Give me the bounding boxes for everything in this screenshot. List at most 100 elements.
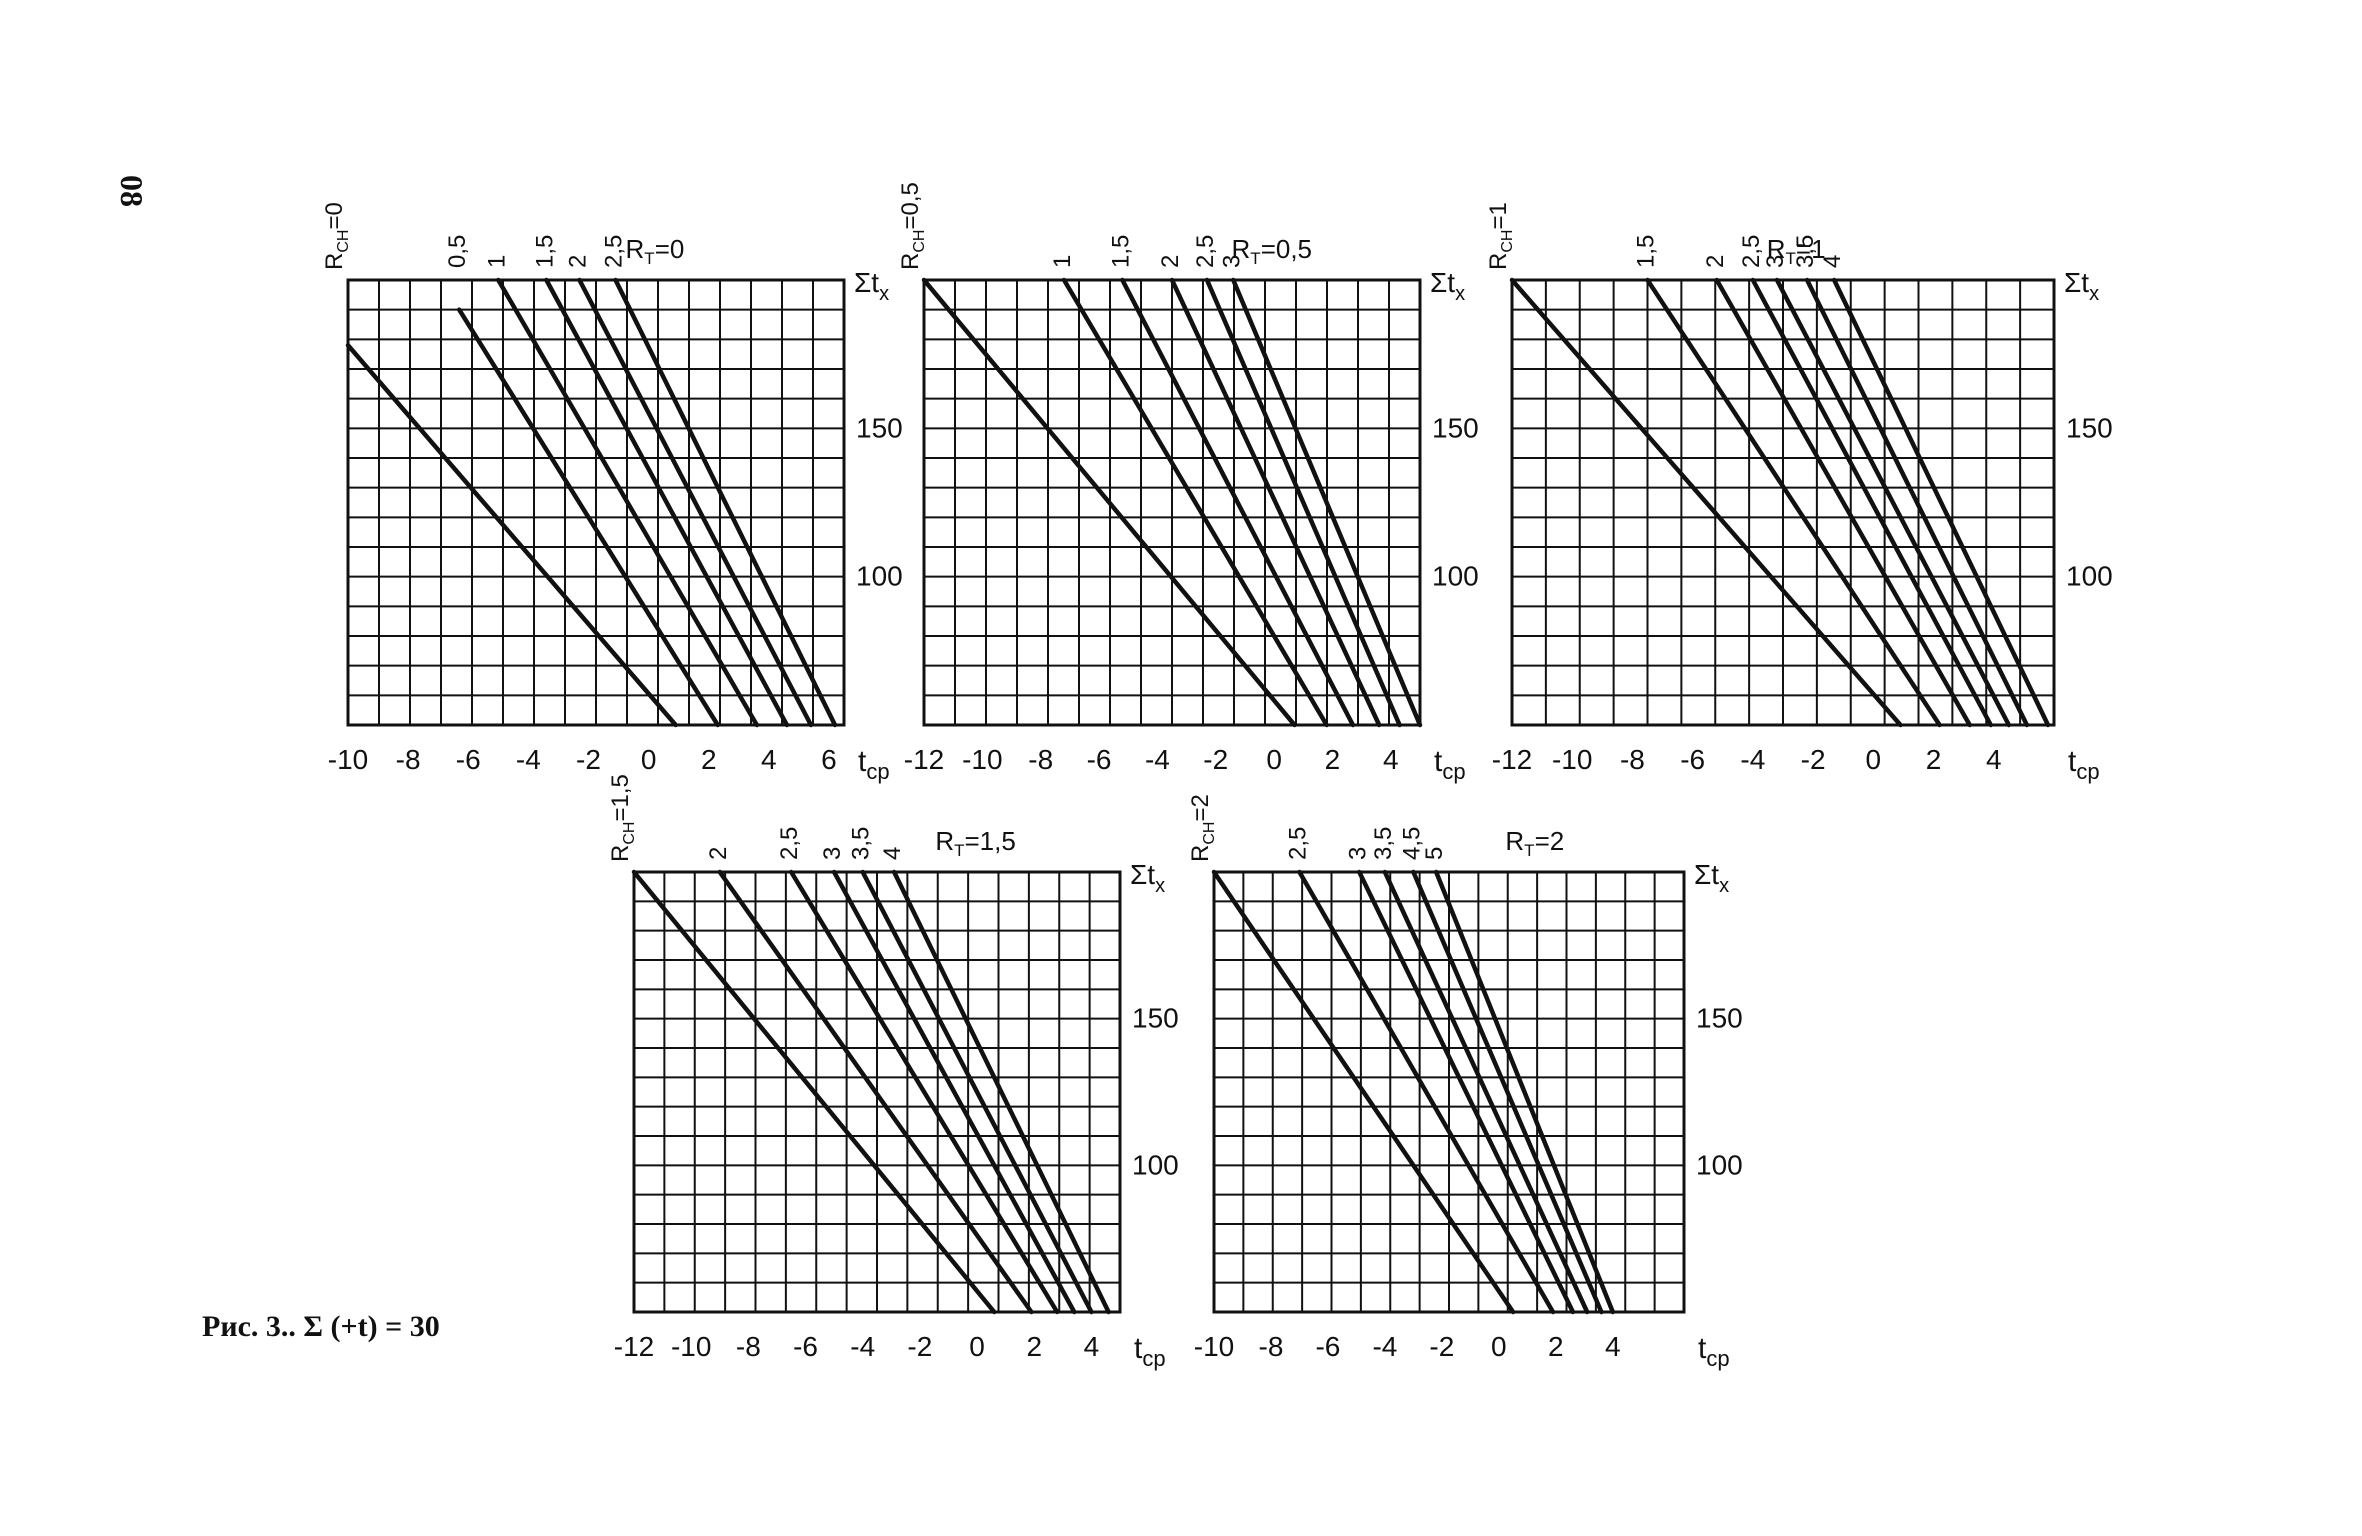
series-line [613, 277, 838, 728]
series-line [1411, 869, 1604, 1315]
series-line [496, 277, 760, 728]
series-line [1382, 869, 1590, 1315]
x-tick-label: 2 [1926, 744, 1942, 775]
series-line [1750, 277, 1994, 728]
rt-label: RT=1 [1767, 234, 1826, 268]
series-line [345, 343, 678, 728]
x-tick-label: 2 [1325, 744, 1341, 775]
series-label: 2,5 [601, 235, 628, 268]
series-line [456, 307, 720, 728]
series-line [1357, 869, 1576, 1315]
series-label: 2,5 [1192, 235, 1219, 268]
series-label: 2,5 [1738, 235, 1765, 268]
x-tick-label: -2 [576, 744, 601, 775]
y-axis-label: Σtx [854, 267, 889, 305]
series-label: 3,5 [1792, 235, 1819, 268]
x-tick-label: -2 [907, 1331, 932, 1362]
series-line [1509, 277, 1903, 728]
series-label: 1,5 [1107, 235, 1134, 268]
x-tick-label: -8 [396, 744, 421, 775]
series-line [1120, 277, 1356, 728]
y-tick-label: 100 [1696, 1149, 1743, 1180]
x-tick-label: -2 [1203, 744, 1228, 775]
series-label: RCH=2 [1187, 794, 1218, 862]
plot-frame [632, 870, 1122, 1314]
y-tick-label: 150 [1696, 1003, 1743, 1034]
x-axis-label: tср [2068, 745, 2100, 784]
series-label: RCH=1,5 [607, 774, 638, 862]
series-label: 3 [1218, 255, 1245, 268]
x-tick-label: 4 [761, 744, 777, 775]
chart-panel: RCH=1,5 2 2,5 3 3,5 4 RT=1,5 Σtx 150 100 -12 -10 -8 -… [607, 774, 1179, 1371]
series-line [1211, 869, 1516, 1315]
series-line [1433, 869, 1616, 1315]
x-axis-label: tср [1134, 1332, 1166, 1371]
x-tick-label: -2 [1429, 1331, 1454, 1362]
x-tick-label: -8 [1259, 1331, 1284, 1362]
y-tick-label: 100 [856, 561, 903, 592]
x-tick-label: 4 [1383, 744, 1399, 775]
series-label: RCH=1 [1485, 202, 1516, 270]
series-line [631, 869, 997, 1315]
x-tick-label: -12 [1492, 744, 1532, 775]
rt-label: RT=2 [1505, 826, 1564, 860]
x-tick-label: -6 [456, 744, 481, 775]
y-tick-label: 150 [1132, 1003, 1179, 1034]
series-label: 1 [483, 255, 510, 268]
series-line [1774, 277, 2012, 728]
series-label: 5 [1421, 847, 1448, 860]
y-axis-label: Σtx [1694, 859, 1729, 897]
rt-label: RT=1,5 [935, 826, 1016, 860]
x-tick-label: -6 [1087, 744, 1112, 775]
series-label: RCH=0,5 [897, 182, 928, 270]
series-label: 0,5 [444, 235, 471, 268]
x-tick-label: -6 [793, 1331, 818, 1362]
series-line [1714, 277, 1972, 728]
y-tick-label: 150 [2066, 412, 2113, 443]
series-label: 3 [1762, 255, 1789, 268]
series-label: 1,5 [1633, 235, 1660, 268]
series-line [1297, 869, 1556, 1315]
x-tick-label: -2 [1801, 744, 1826, 775]
x-tick-label: -6 [1680, 744, 1705, 775]
x-tick-label: 4 [1605, 1331, 1621, 1362]
x-tick-label: 2 [1548, 1331, 1564, 1362]
x-tick-label: 0 [1266, 744, 1282, 775]
y-axis-label: Σtx [2064, 267, 2099, 305]
x-tick-label: -10 [671, 1331, 711, 1362]
series-label: RCH=0 [321, 202, 352, 270]
plot-frame [346, 278, 846, 727]
x-tick-label: 2 [1026, 1331, 1042, 1362]
x-tick-label: 6 [821, 744, 837, 775]
series-line [1169, 277, 1382, 728]
series-label: 3 [819, 847, 846, 860]
series-line [717, 869, 1034, 1315]
x-tick-label: -12 [614, 1331, 654, 1362]
series-line [788, 869, 1060, 1315]
x-tick-label: 4 [1084, 1331, 1100, 1362]
series-label: 1 [1049, 255, 1076, 268]
x-tick-label: 0 [969, 1331, 985, 1362]
series-line [1204, 277, 1402, 728]
x-tick-label: -10 [1552, 744, 1592, 775]
series-line [1231, 277, 1423, 728]
series-label: 2,5 [1284, 827, 1311, 860]
series-label: 1,5 [531, 235, 558, 268]
x-tick-label: -8 [1028, 744, 1053, 775]
x-tick-label: 0 [1491, 1331, 1507, 1362]
x-tick-label: -12 [904, 744, 944, 775]
x-tick-label: -6 [1315, 1331, 1340, 1362]
series-line [1645, 277, 1942, 728]
y-axis-label: Σtx [1130, 859, 1165, 897]
series-line [921, 277, 1297, 728]
x-tick-label: -4 [1372, 1331, 1397, 1362]
rt-label: RT=0,5 [1232, 234, 1313, 268]
x-tick-label: -10 [1194, 1331, 1234, 1362]
y-tick-label: 150 [856, 412, 903, 443]
x-tick-label: 0 [641, 744, 657, 775]
x-tick-label: 0 [1866, 744, 1882, 775]
x-tick-label: 4 [1986, 744, 2002, 775]
series-line [1804, 277, 2030, 728]
